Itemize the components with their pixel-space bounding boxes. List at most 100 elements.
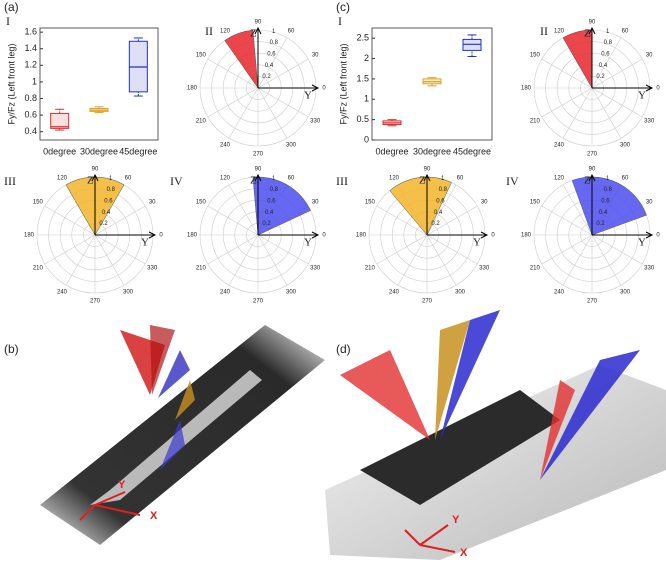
photo-axis-label: Y bbox=[118, 479, 126, 491]
panel-numeral: II bbox=[205, 24, 213, 38]
r-tick-label: 0.2 bbox=[262, 74, 271, 80]
theta-tick-label: 330 bbox=[644, 119, 655, 125]
y-tick-label: 2.5 bbox=[356, 33, 369, 43]
grid-spoke bbox=[591, 234, 622, 286]
panel-numeral: IV bbox=[170, 174, 183, 188]
theta-tick-label: 240 bbox=[554, 143, 565, 149]
panel-numeral: III bbox=[4, 174, 16, 188]
panel-numeral: II bbox=[540, 24, 548, 38]
r-tick-label: 0.6 bbox=[601, 199, 610, 205]
r-tick-label: 0.6 bbox=[267, 199, 276, 205]
theta-tick-label: 240 bbox=[389, 290, 400, 296]
axis-label: Z bbox=[250, 175, 257, 187]
r-tick-label: 0.2 bbox=[262, 221, 271, 227]
grid-spoke bbox=[591, 37, 622, 89]
r-tick-label: 0.8 bbox=[604, 187, 613, 193]
theta-tick-label: 210 bbox=[365, 266, 376, 272]
theta-tick-label: 120 bbox=[389, 175, 400, 181]
axis-label: Y bbox=[638, 90, 646, 102]
arrow bbox=[480, 231, 489, 239]
y-tick-label: 1.6 bbox=[24, 27, 37, 37]
theta-tick-label: 180 bbox=[521, 86, 532, 92]
theta-tick-label: 150 bbox=[33, 200, 44, 206]
x-tick-label: 0degree bbox=[43, 146, 76, 156]
r-tick-label: 0.2 bbox=[596, 221, 605, 227]
theta-tick-label: 270 bbox=[587, 299, 598, 305]
axis-label: Y bbox=[473, 237, 481, 249]
r-tick-label: 0.4 bbox=[265, 210, 274, 216]
r-tick-label: 0.4 bbox=[102, 210, 111, 216]
r-tick-label: 0.2 bbox=[99, 221, 108, 227]
y-tick-label: 1.2 bbox=[24, 60, 37, 70]
grid-spoke bbox=[207, 205, 259, 236]
r-tick-label: 0.8 bbox=[439, 187, 448, 193]
y-tick-label: 2 bbox=[364, 53, 369, 63]
plot-frame bbox=[371, 27, 493, 141]
theta-tick-label: 90 bbox=[589, 167, 596, 173]
grid-spoke bbox=[228, 87, 259, 139]
photo-axis-label: Y bbox=[452, 514, 460, 526]
grid-spoke bbox=[207, 58, 259, 89]
grid-spoke bbox=[426, 234, 478, 265]
panel-numeral: I bbox=[338, 14, 342, 28]
r-tick-label: 0.8 bbox=[270, 187, 279, 193]
r-tick-label: 0.4 bbox=[434, 210, 443, 216]
y-axis-label: Fy/Fz (Left front leg) bbox=[338, 43, 348, 124]
r-tick-label: 0.6 bbox=[104, 199, 113, 205]
x-tick-label: 30degree bbox=[80, 146, 118, 156]
y-tick-label: 0 bbox=[364, 134, 369, 144]
grid-spoke bbox=[257, 37, 288, 89]
theta-tick-label: 180 bbox=[187, 86, 198, 92]
r-tick-label: 1 bbox=[109, 176, 113, 182]
x-tick-label: 0degree bbox=[375, 146, 408, 156]
plot-frame bbox=[39, 27, 159, 141]
theta-tick-label: 60 bbox=[622, 28, 629, 34]
grid-spoke bbox=[257, 87, 309, 118]
arrow bbox=[311, 84, 320, 92]
grid-spoke bbox=[228, 184, 259, 236]
r-tick-label: 0.4 bbox=[265, 63, 274, 69]
arrow bbox=[254, 26, 262, 35]
r-tick-label: 0.8 bbox=[270, 40, 279, 46]
arrow bbox=[423, 173, 431, 182]
y-tick-label: 0.6 bbox=[24, 109, 37, 119]
grid-spoke bbox=[426, 234, 457, 286]
theta-tick-label: 0 bbox=[159, 233, 163, 239]
x-tick-label: 45degree bbox=[119, 146, 157, 156]
grid-spoke bbox=[591, 58, 643, 89]
panel-label: (b) bbox=[4, 342, 19, 356]
theta-tick-label: 90 bbox=[255, 20, 262, 26]
y-tick-label: 1.5 bbox=[356, 73, 369, 83]
theta-tick-label: 90 bbox=[589, 20, 596, 26]
grid-spoke bbox=[376, 234, 428, 265]
theta-tick-label: 300 bbox=[620, 290, 631, 296]
theta-tick-label: 0 bbox=[322, 86, 326, 92]
grid-spoke bbox=[207, 234, 259, 265]
r-tick-label: 1 bbox=[272, 176, 276, 182]
theta-tick-label: 210 bbox=[196, 266, 207, 272]
theta-tick-label: 240 bbox=[57, 290, 68, 296]
theta-tick-label: 330 bbox=[310, 119, 321, 125]
theta-tick-label: 240 bbox=[554, 290, 565, 296]
r-tick-label: 1 bbox=[606, 29, 610, 35]
panel-numeral: IV bbox=[506, 174, 519, 188]
theta-tick-label: 240 bbox=[220, 290, 231, 296]
theta-tick-label: 60 bbox=[457, 175, 464, 181]
panel-numeral: I bbox=[6, 14, 10, 28]
r-tick-label: 0.8 bbox=[107, 187, 116, 193]
theta-tick-label: 210 bbox=[33, 266, 44, 272]
axis-label: Z bbox=[584, 28, 591, 40]
axis-label: Y bbox=[141, 237, 149, 249]
theta-tick-label: 330 bbox=[310, 266, 321, 272]
grid-spoke bbox=[562, 184, 593, 236]
r-tick-label: 0.2 bbox=[596, 74, 605, 80]
theta-tick-label: 180 bbox=[521, 233, 532, 239]
theta-tick-label: 120 bbox=[554, 175, 565, 181]
arrow bbox=[311, 231, 320, 239]
theta-tick-label: 90 bbox=[255, 167, 262, 173]
grid-spoke bbox=[94, 234, 125, 286]
theta-tick-label: 270 bbox=[253, 152, 264, 158]
y-tick-label: 0.5 bbox=[356, 114, 369, 124]
photo-axis-label: X bbox=[150, 510, 158, 522]
arrow bbox=[588, 26, 596, 35]
